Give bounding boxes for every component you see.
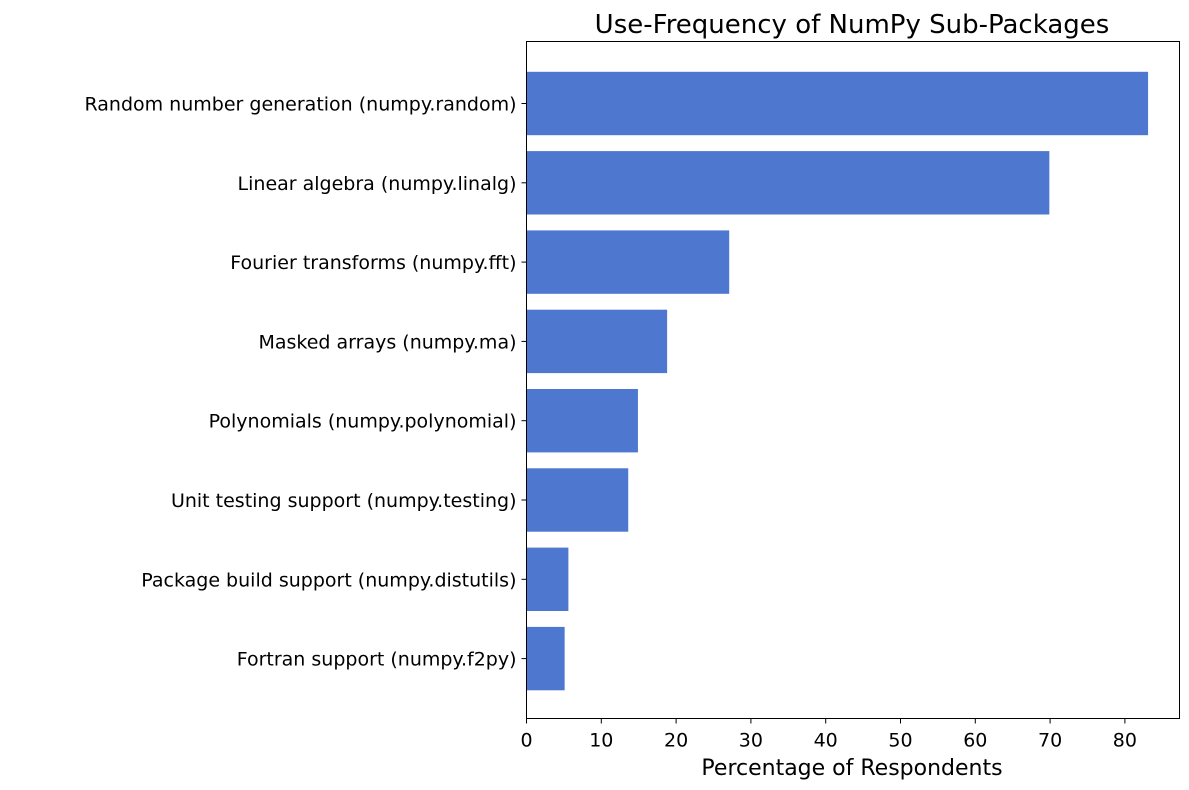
- y-tick-label: Linear algebra (numpy.linalg): [238, 173, 517, 195]
- bar: [526, 309, 668, 374]
- x-tick-label: 50: [888, 730, 912, 752]
- y-tick-label: Fortran support (numpy.f2py): [237, 649, 517, 671]
- x-tick-label: 10: [589, 730, 613, 752]
- plot-area: Random number generation (numpy.random) L…: [84, 41, 1180, 752]
- x-tick-label: 20: [664, 730, 688, 752]
- y-tick-label: Random number generation (numpy.random): [84, 94, 516, 116]
- x-axis-ticks: 0 10 20 30 40 50 60 70 80: [520, 718, 1137, 752]
- bar: [526, 151, 1050, 215]
- x-tick-label: 70: [1038, 730, 1062, 752]
- bars-layer: [526, 71, 1149, 691]
- x-tick-label: 60: [963, 730, 987, 752]
- x-axis-label: Percentage of Respondents: [701, 756, 1002, 781]
- chart-title: Use-Frequency of NumPy Sub-Packages: [595, 10, 1110, 40]
- bar: [526, 468, 629, 532]
- plot-frame: [526, 41, 1180, 719]
- bar: [526, 626, 565, 691]
- y-tick-label: Fourier transforms (numpy.fft): [230, 252, 516, 274]
- y-tick-label: Package build support (numpy.distutils): [141, 569, 516, 591]
- x-tick-label: 40: [814, 730, 838, 752]
- y-tick-label: Unit testing support (numpy.testing): [171, 490, 517, 512]
- x-tick-label: 80: [1113, 730, 1137, 752]
- y-tick-label: Polynomials (numpy.polynomial): [209, 411, 517, 433]
- y-tick-label: Masked arrays (numpy.ma): [258, 331, 516, 353]
- bar: [526, 389, 638, 453]
- x-tick-label: 0: [520, 730, 532, 752]
- x-tick-label: 30: [739, 730, 763, 752]
- bar: [526, 230, 730, 294]
- bar: [526, 71, 1149, 136]
- y-axis-ticks: Random number generation (numpy.random) L…: [84, 94, 527, 671]
- bar: [526, 547, 569, 611]
